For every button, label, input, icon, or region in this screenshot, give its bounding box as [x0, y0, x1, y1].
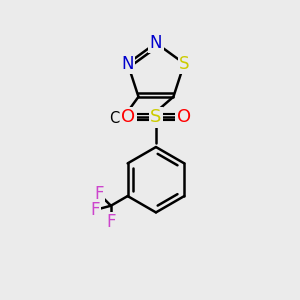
Text: S: S [150, 108, 162, 126]
Text: O: O [176, 108, 190, 126]
Text: N: N [122, 55, 134, 73]
Text: S: S [179, 55, 190, 73]
Text: F: F [94, 185, 104, 203]
Text: F: F [90, 201, 100, 219]
Text: N: N [150, 34, 162, 52]
Text: O: O [121, 108, 135, 126]
Text: F: F [106, 213, 116, 231]
Text: CH₃: CH₃ [109, 111, 136, 126]
